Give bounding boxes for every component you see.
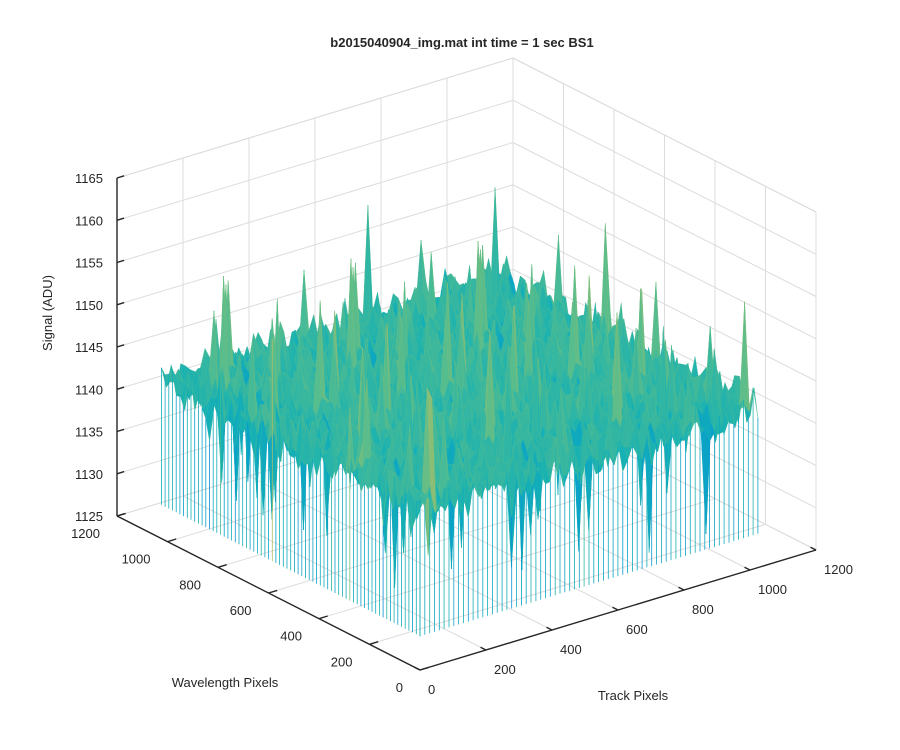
pane-edge: [512, 57, 817, 213]
back-wall-gridline-z: [116, 99, 514, 221]
pane-edge: [116, 57, 514, 179]
surface-mesh: [160, 187, 759, 637]
side-wall-gridline-z: [512, 142, 817, 297]
back-wall-gridline-z: [116, 184, 514, 306]
back-wall-gridline-z: [116, 142, 514, 263]
side-wall-gridline-z: [512, 226, 817, 382]
back-wall-gridline-z: [116, 226, 514, 348]
floor-gridline-y: [369, 523, 766, 645]
side-wall-gridline-z: [512, 184, 817, 340]
side-wall-gridline-z: [512, 99, 817, 255]
